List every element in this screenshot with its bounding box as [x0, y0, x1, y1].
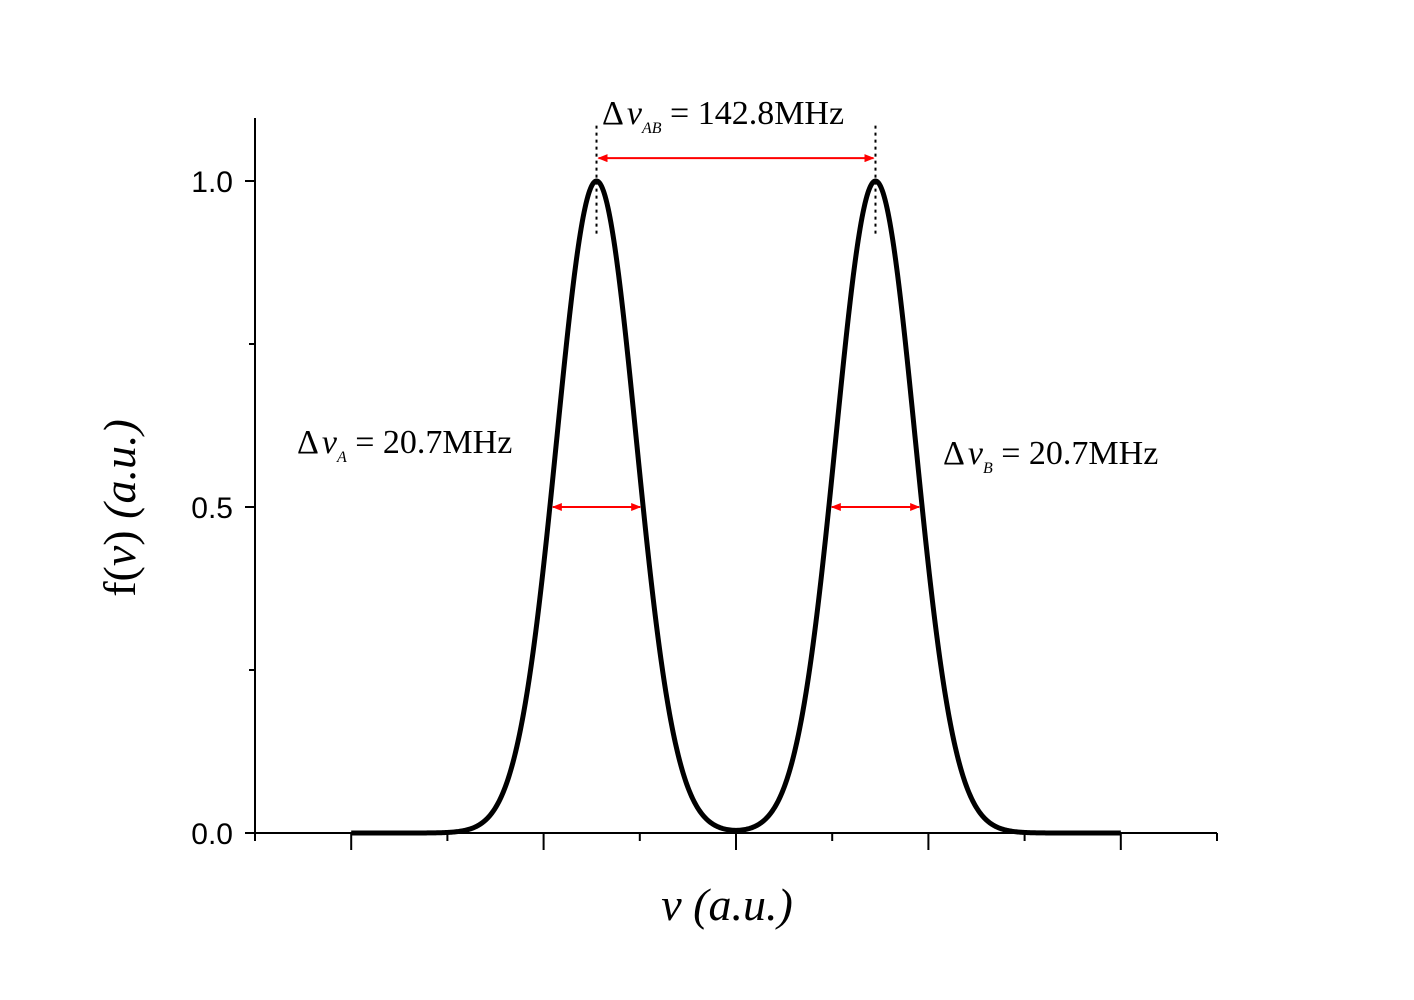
- annotations: ΔνAB = 142.8MHz ΔνA = 20.7MHz ΔνB = 20.7MH…: [297, 95, 1158, 511]
- axes: 0.0 0.5 1.0: [191, 118, 1218, 851]
- series-line-profile: [349, 178, 1123, 836]
- y-tick-label: 1.0: [191, 166, 233, 199]
- y-tick-label: 0.5: [191, 492, 233, 525]
- y-axis-title-var: v: [94, 545, 145, 566]
- x-axis-title-unit: (a.u.): [682, 879, 793, 930]
- y-axis-title: f(v) (a.u.): [94, 419, 145, 597]
- separation-label: ΔνAB = 142.8MHz: [602, 95, 844, 137]
- y-axis-title-close: ): [94, 530, 145, 545]
- y-axis-title-unit: (a.u.): [94, 419, 145, 530]
- width-b-label: ΔνB = 20.7MHz: [943, 435, 1158, 477]
- y-axis-title-func: f(: [94, 566, 145, 597]
- width-a-label: ΔνA = 20.7MHz: [297, 424, 512, 466]
- x-axis-title-var: v: [661, 879, 682, 930]
- y-tick-label: 0.0: [191, 818, 233, 851]
- x-axis-title: v (a.u.): [661, 879, 793, 930]
